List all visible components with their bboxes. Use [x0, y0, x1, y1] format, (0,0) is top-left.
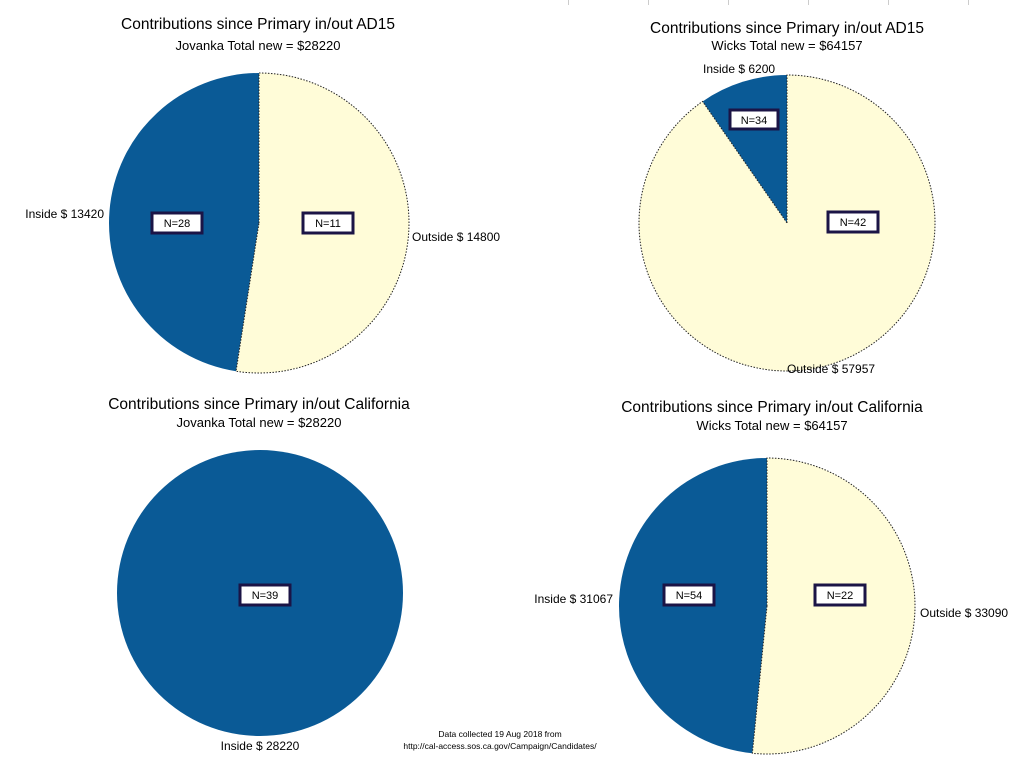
pie-slice-outside: [638, 74, 936, 372]
count-box-outside: N=42: [826, 210, 880, 234]
pie-slices: [638, 74, 936, 372]
chart-title: Contributions since Primary in/out AD15: [121, 16, 395, 33]
count-text-inside: N=39: [252, 590, 279, 602]
count-box-inside: N=39: [238, 583, 292, 607]
chart-subtitle: Jovanka Total new = $28220: [176, 38, 341, 53]
chart-subtitle: Jovanka Total new = $28220: [177, 415, 342, 430]
count-box-inside: N=54: [662, 583, 716, 607]
chart-subtitle: Wicks Total new = $64157: [696, 418, 847, 433]
slice-label-outside: Outside $ 57957: [787, 362, 875, 376]
chart-title: Contributions since Primary in/out AD15: [650, 20, 924, 37]
footer-line-2: http://cal-access.sos.ca.gov/Campaign/Ca…: [403, 741, 597, 751]
slice-label-inside: Inside $ 6200: [703, 62, 775, 76]
slice-label-inside: Inside $ 31067: [534, 592, 613, 606]
count-box-outside: N=22: [813, 583, 867, 607]
count-box-inside: N=28: [150, 211, 204, 235]
count-text-inside: N=34: [741, 115, 768, 127]
count-text-inside: N=28: [164, 218, 191, 230]
top-tick-marks: [568, 0, 969, 5]
pie-chart-4: Contributions since Primary in/out Calif…: [534, 399, 1008, 755]
slice-label-inside: Inside $ 13420: [25, 207, 104, 221]
count-text-outside: N=11: [315, 218, 341, 230]
pie-chart-1: Contributions since Primary in/out AD15 …: [25, 16, 500, 374]
pie-chart-2: Contributions since Primary in/out AD15 …: [638, 20, 936, 376]
slice-label-outside: Outside $ 33090: [920, 606, 1008, 620]
slice-label-outside: Outside $ 14800: [412, 230, 500, 244]
chart-title: Contributions since Primary in/out Calif…: [621, 399, 923, 416]
count-text-outside: N=22: [827, 590, 854, 602]
count-box-inside: N=34: [728, 108, 780, 131]
count-box-outside: N=11: [301, 211, 355, 235]
pie-chart-3: Contributions since Primary in/out Calif…: [108, 396, 410, 753]
count-text-inside: N=54: [676, 590, 703, 602]
count-text-outside: N=42: [840, 217, 867, 229]
footer-line-1: Data collected 19 Aug 2018 from: [438, 729, 561, 739]
slice-label-inside: Inside $ 28220: [221, 739, 300, 753]
chart-subtitle: Wicks Total new = $64157: [711, 38, 862, 53]
chart-title: Contributions since Primary in/out Calif…: [108, 396, 410, 413]
